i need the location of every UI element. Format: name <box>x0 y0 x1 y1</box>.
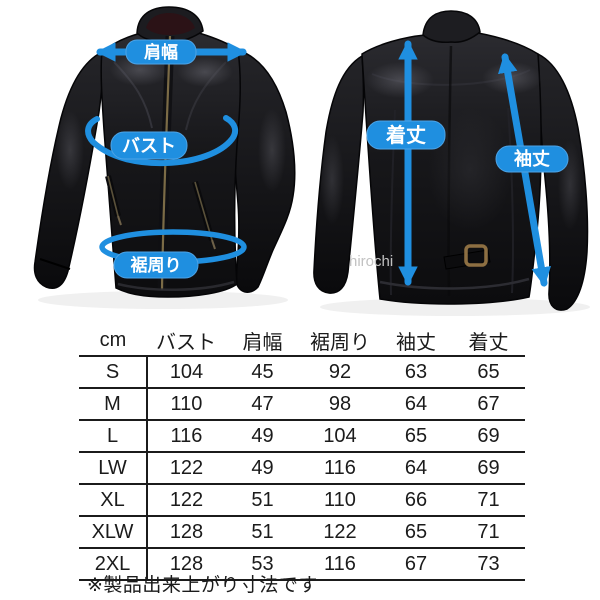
header-bust: バスト <box>147 326 225 357</box>
table-cell: 128 <box>169 520 204 543</box>
table-cell: 104 <box>323 424 357 447</box>
hem-annotation: 裾周り <box>99 229 247 279</box>
sleeve-length-label: 袖丈 <box>514 148 550 169</box>
table-cell: 64 <box>404 392 428 415</box>
measurement-annotations: 肩幅 バスト 裾周り 着丈 <box>85 39 569 287</box>
table-cell: 104 <box>169 360 204 383</box>
table-row: L 116 49 104 65 69 <box>79 420 525 452</box>
table-row: XLW 128 51 122 65 71 <box>79 516 525 548</box>
table-cell: 65 <box>404 520 428 543</box>
table-cell: 122 <box>169 488 204 511</box>
table-row: XL 122 51 110 66 71 <box>79 484 525 516</box>
table-cell: 71 <box>477 520 500 543</box>
table-cell: 64 <box>404 456 428 479</box>
table-cell: 122 <box>169 456 204 479</box>
size-cell: XLW <box>79 516 148 548</box>
bust-arc <box>85 115 239 167</box>
table-cell: 116 <box>324 552 356 575</box>
jacket-measurement-figure: hirochi 肩幅 バスト <box>33 6 590 316</box>
size-cell: XL <box>79 484 148 516</box>
size-cell: LW <box>79 452 148 484</box>
table-cell: 49 <box>251 424 274 447</box>
size-cell: L <box>79 420 148 452</box>
size-cell: 2XL <box>79 548 148 580</box>
table-cell: 51 <box>251 520 274 543</box>
header-length: 着丈 <box>452 326 525 357</box>
table-cell: 128 <box>169 552 204 575</box>
body-length-annotation: 着丈 <box>366 40 446 286</box>
table-cell: 51 <box>251 488 274 511</box>
hem-label: 裾周り <box>131 255 182 275</box>
table-cell: 63 <box>404 360 428 383</box>
table-cell: 110 <box>324 488 356 511</box>
table-row: 2XL 128 53 116 67 73 <box>79 548 525 580</box>
size-table: cm バスト 肩幅 裾周り 袖丈 着丈 S 104 45 92 63 65 M … <box>79 326 525 581</box>
header-sleeve: 袖丈 <box>380 326 452 357</box>
bust-label: バスト <box>122 136 176 156</box>
table-cell: 65 <box>477 360 500 383</box>
table-row: S 104 45 92 63 65 <box>79 356 525 388</box>
table-cell: 69 <box>477 424 500 447</box>
table-cell: 116 <box>170 424 203 447</box>
table-cell: 47 <box>251 392 274 415</box>
table-row: LW 122 49 116 64 69 <box>79 452 525 484</box>
table-cell: 49 <box>251 456 274 479</box>
belt-buckle <box>464 244 488 267</box>
table-cell: 67 <box>477 392 500 415</box>
table-cell: 116 <box>324 456 356 479</box>
shoulder-width-label: 肩幅 <box>144 42 178 62</box>
table-cell: 66 <box>404 488 428 511</box>
table-row: M 110 47 98 64 67 <box>79 388 525 420</box>
table-cell: 69 <box>477 456 500 479</box>
table-cell: 110 <box>170 392 203 415</box>
header-unit: cm <box>79 326 147 357</box>
shoulder-width-annotation: 肩幅 <box>96 39 247 65</box>
table-cell: 53 <box>251 552 274 575</box>
table-cell: 98 <box>328 392 352 415</box>
sleeve-length-annotation: 袖丈 <box>495 53 569 287</box>
size-cell: S <box>79 356 148 388</box>
table-cell: 73 <box>477 552 500 575</box>
table-header-row: cm バスト 肩幅 裾周り 袖丈 着丈 <box>79 326 525 357</box>
size-cell: M <box>79 388 148 420</box>
table-cell: 92 <box>328 360 352 383</box>
table-cell: 65 <box>404 424 428 447</box>
bust-annotation: バスト <box>85 115 239 167</box>
header-shoulder: 肩幅 <box>225 326 300 357</box>
body-length-label: 着丈 <box>385 123 426 147</box>
footnote-text: ※製品出来上がり寸法です <box>87 575 318 596</box>
table-cell: 45 <box>251 360 274 383</box>
table-cell: 71 <box>477 488 500 511</box>
header-hem: 裾周り <box>300 326 380 357</box>
table-cell: 67 <box>404 552 428 575</box>
table-cell: 122 <box>323 520 357 543</box>
watermark-text: hirochi <box>349 253 393 270</box>
